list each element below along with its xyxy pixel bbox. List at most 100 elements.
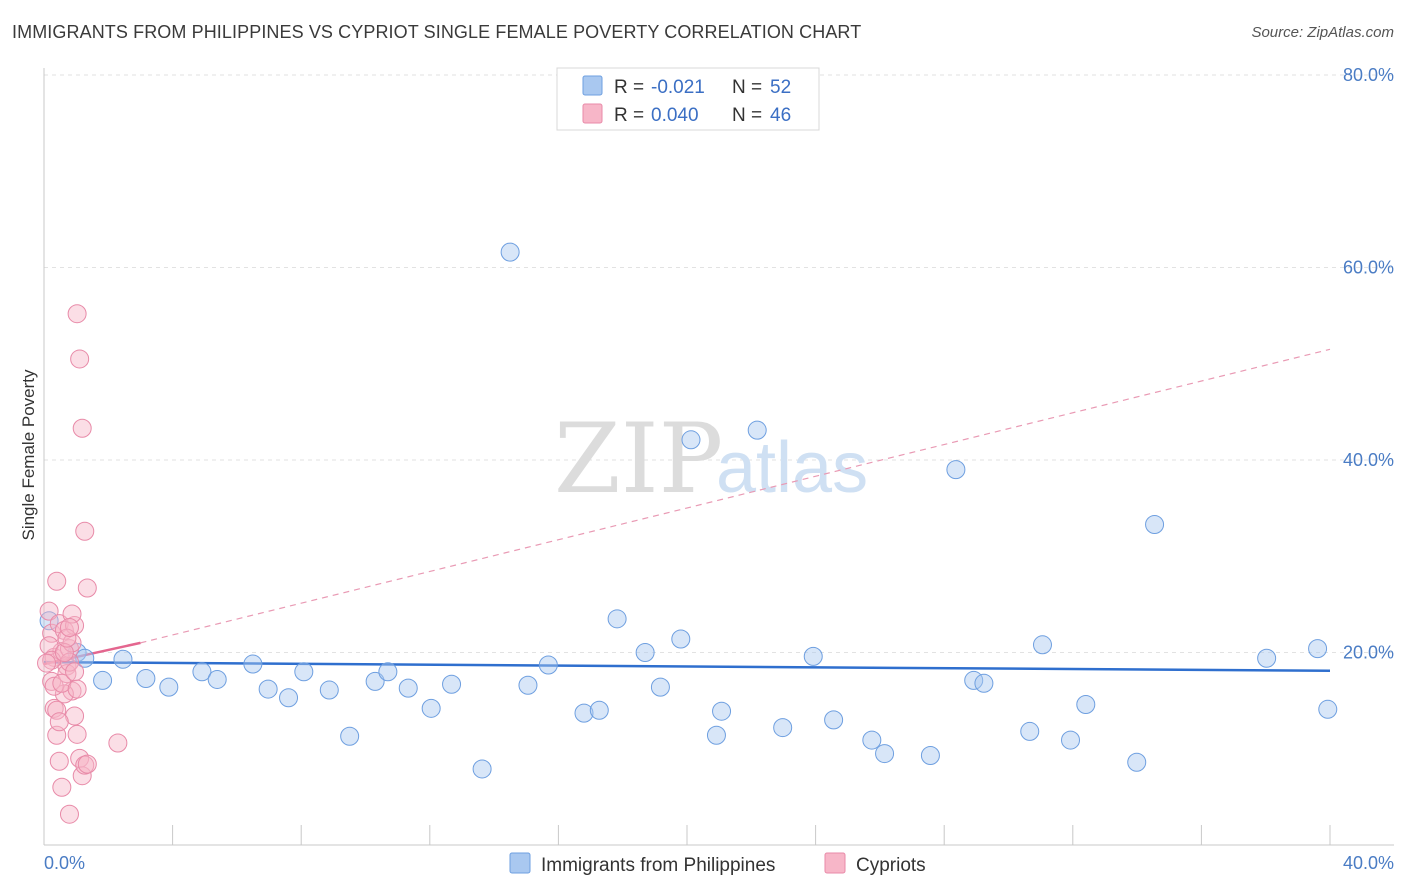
watermark: ZIP atlas: [554, 403, 868, 515]
legend-swatch-philippines: [582, 75, 603, 96]
grid-lines: [44, 74, 1394, 653]
legend-row-philippines: R = -0.021 N = 52: [582, 75, 791, 98]
data-point-cypriots: [67, 304, 87, 324]
data-point-cypriots: [47, 571, 67, 591]
trend-extension-line: [140, 348, 1331, 644]
axes: [43, 68, 1394, 846]
data-point-cypriots: [77, 578, 97, 598]
bottom-legend-swatch-philippines: [509, 852, 531, 874]
legend-r-value: -0.021: [651, 77, 705, 98]
x-tick-labels: 0.0% 40.0%: [44, 853, 1394, 873]
data-point-philippines: [946, 460, 966, 480]
data-point-philippines: [472, 759, 492, 779]
data-point-philippines: [442, 674, 462, 694]
legend-r-label: R =: [614, 105, 644, 126]
data-point-philippines: [589, 700, 609, 720]
data-point-philippines: [773, 718, 793, 738]
data-point-cypriots: [75, 521, 95, 541]
legend-row-cypriots: R = 0.040 N = 46: [582, 103, 791, 126]
data-point-philippines: [294, 662, 314, 682]
data-point-philippines: [365, 671, 385, 691]
chart-title: IMMIGRANTS FROM PHILIPPINES VS CYPRIOT S…: [12, 22, 862, 42]
y-tick-label: 80.0%: [1343, 65, 1394, 85]
legend-n-value: 52: [770, 77, 791, 98]
data-point-philippines: [974, 673, 994, 693]
data-point-philippines: [258, 679, 278, 699]
data-point-philippines: [421, 698, 441, 718]
y-tick-label: 60.0%: [1343, 258, 1394, 278]
data-point-philippines: [712, 701, 732, 721]
legend-n-value: 46: [770, 105, 791, 126]
data-point-cypriots: [47, 700, 67, 720]
data-point-philippines: [136, 668, 156, 688]
data-point-cypriots: [49, 751, 69, 771]
watermark-atlas: atlas: [716, 428, 868, 508]
data-point-cypriots: [72, 418, 92, 438]
data-point-philippines: [75, 648, 95, 668]
data-point-philippines: [920, 745, 940, 765]
legend-r-value: 0.040: [651, 105, 699, 126]
data-point-cypriots: [59, 804, 79, 824]
data-point-philippines: [1318, 699, 1338, 719]
data-point-philippines: [1076, 694, 1096, 714]
data-point-philippines: [279, 688, 299, 708]
data-point-cypriots: [67, 679, 87, 699]
data-point-philippines: [340, 726, 360, 746]
data-point-philippines: [378, 662, 398, 682]
data-point-philippines: [319, 680, 339, 700]
data-point-philippines: [518, 675, 538, 695]
data-point-cypriots: [42, 623, 62, 643]
data-point-cypriots: [39, 601, 59, 621]
legend: R = -0.021 N = 52 R = 0.040 N = 46: [556, 67, 820, 131]
bottom-legend: Immigrants from Philippines Cypriots: [509, 852, 926, 876]
data-point-cypriots: [70, 349, 90, 369]
data-point-philippines: [635, 643, 655, 662]
bottom-legend-swatch-cypriots: [824, 852, 846, 874]
data-point-cypriots: [52, 777, 72, 797]
data-point-cypriots: [108, 733, 128, 753]
x-tick-label: 0.0%: [44, 853, 85, 873]
data-point-cypriots: [65, 662, 85, 682]
bottom-legend-label-philippines: Immigrants from Philippines: [541, 855, 775, 876]
data-point-philippines: [243, 654, 263, 674]
y-axis-label: Single Female Poverty: [19, 369, 38, 541]
data-point-philippines: [1020, 721, 1040, 741]
legend-swatch-cypriots: [582, 103, 603, 124]
data-point-cypriots: [57, 664, 77, 684]
data-point-cypriots: [67, 724, 87, 744]
y-tick-label: 20.0%: [1343, 643, 1394, 663]
data-point-philippines: [192, 662, 212, 682]
data-point-philippines: [706, 725, 726, 745]
watermark-zip: ZIP: [554, 403, 723, 515]
data-point-cypriots: [54, 643, 74, 662]
legend-n-label: N =: [732, 77, 762, 98]
data-point-philippines: [1308, 639, 1328, 659]
data-point-cypriots: [49, 712, 69, 732]
data-point-philippines: [607, 609, 627, 629]
data-point-philippines: [875, 744, 895, 764]
data-point-philippines: [824, 710, 844, 730]
data-point-cypriots: [44, 676, 64, 696]
data-point-philippines: [803, 646, 823, 666]
data-point-cypriots: [77, 754, 97, 774]
chart-source: Source: ZipAtlas.com: [1251, 24, 1394, 41]
data-point-philippines: [681, 430, 701, 450]
data-point-philippines: [398, 678, 418, 698]
data-point-philippines: [113, 649, 133, 669]
bottom-legend-label-cypriots: Cypriots: [856, 855, 926, 876]
data-point-philippines: [538, 655, 558, 675]
x-tick-label: 40.0%: [1343, 853, 1394, 873]
data-point-philippines: [1061, 730, 1081, 750]
legend-r-label: R =: [614, 77, 644, 98]
data-point-philippines: [93, 670, 113, 690]
data-point-philippines: [1257, 648, 1277, 668]
y-tick-labels: 20.0% 40.0% 60.0% 80.0%: [1343, 65, 1394, 663]
data-point-philippines: [1127, 752, 1147, 772]
legend-n-label: N =: [732, 105, 762, 126]
data-point-philippines: [747, 420, 767, 440]
data-point-philippines: [574, 703, 594, 723]
y-tick-label: 40.0%: [1343, 450, 1394, 470]
data-point-philippines: [207, 669, 227, 689]
data-point-philippines: [1032, 635, 1052, 655]
